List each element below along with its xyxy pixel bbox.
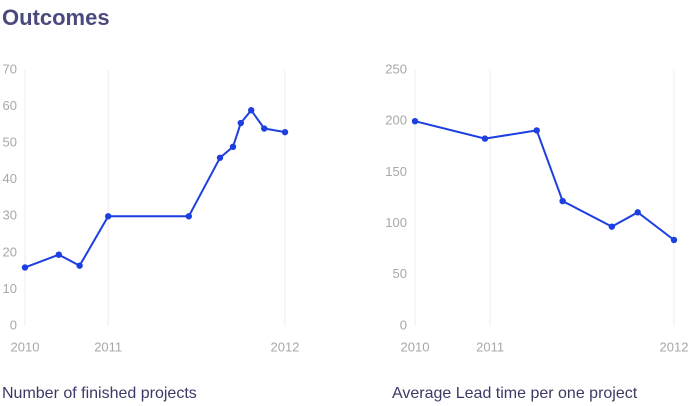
line <box>24 108 286 269</box>
page-title: Outcomes <box>2 5 110 30</box>
point <box>533 127 540 134</box>
point <box>559 197 566 205</box>
y-tick-label: 40 <box>3 171 17 186</box>
y-tick-label: 50 <box>3 135 17 150</box>
x-tick-label: 2010 <box>401 339 430 354</box>
point <box>481 135 489 142</box>
point <box>411 118 419 125</box>
x-tick-label: 2011 <box>94 339 122 354</box>
point <box>248 107 255 114</box>
point <box>229 143 237 150</box>
point <box>237 119 244 127</box>
point <box>216 154 224 161</box>
point <box>670 236 678 244</box>
y-tick-label: 60 <box>3 98 17 113</box>
y-tick-label: 10 <box>3 281 17 296</box>
point <box>281 128 289 136</box>
point <box>105 213 112 220</box>
x-tick-label: 2011 <box>476 339 504 354</box>
point <box>634 209 641 216</box>
point <box>608 223 616 230</box>
x-tick-label: 2012 <box>271 339 300 354</box>
y-tick-label: 0 <box>400 317 407 332</box>
y-tick-label: 0 <box>10 317 17 332</box>
y-tick-label: 20 <box>3 244 17 259</box>
y-tick-label: 250 <box>385 61 407 76</box>
y-tick-label: 30 <box>3 208 17 223</box>
chart-title: Number of finished projects <box>2 385 197 402</box>
y-tick-label: 100 <box>385 215 407 230</box>
y-tick-label: 70 <box>3 61 17 76</box>
y-tick-label: 150 <box>385 164 407 179</box>
x-tick-label: 2012 <box>660 339 689 354</box>
point <box>185 213 192 220</box>
y-tick-label: 200 <box>385 113 407 128</box>
point <box>76 262 83 269</box>
point <box>55 251 62 258</box>
y-tick-label: 50 <box>393 266 407 281</box>
point <box>261 125 268 132</box>
line <box>414 120 675 241</box>
point <box>21 264 29 271</box>
chart-title: Average Lead time per one project <box>392 385 638 402</box>
x-tick-label: 2010 <box>11 339 40 354</box>
